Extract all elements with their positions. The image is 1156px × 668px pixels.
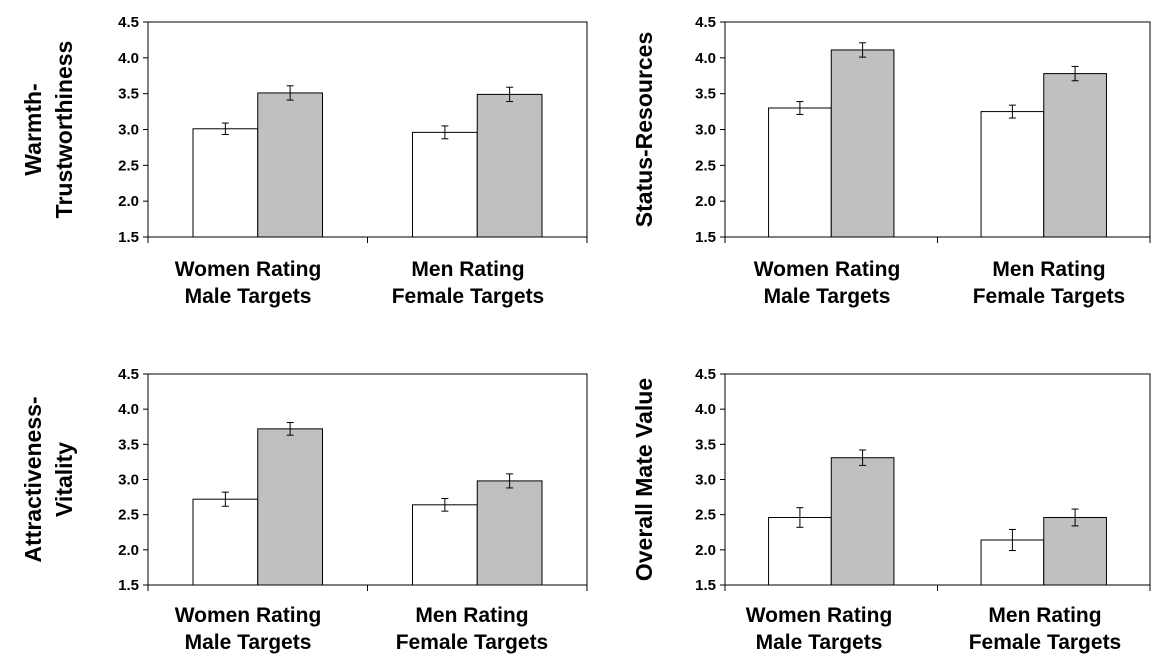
- y-tick-label: 3.0: [118, 472, 139, 489]
- y-tick-label: 2.0: [695, 542, 716, 559]
- y-tick-label: 3.5: [118, 436, 139, 453]
- y-tick-label: 1.5: [695, 577, 716, 594]
- bar: [476, 480, 543, 586]
- bar: [192, 498, 259, 586]
- bar: [411, 504, 478, 586]
- bar: [257, 428, 324, 586]
- bar: [476, 93, 543, 238]
- y-tick-label: 4.0: [118, 50, 139, 67]
- y-tick-label: 1.5: [118, 577, 139, 594]
- x-category-label: Women Rating Male Targets: [175, 258, 322, 308]
- bar: [830, 49, 895, 238]
- bar: [768, 107, 832, 238]
- y-axis-label: Trustworthiness: [51, 41, 77, 219]
- y-tick-label: 3.0: [695, 472, 716, 489]
- warmth-trustworthiness-chart: 4.5 4.0 3.5 3.0 2.5 2.0 1.5 Women Rating Male Ta…: [20, 14, 588, 308]
- y-tick-label: 3.5: [118, 86, 139, 103]
- bar: [768, 516, 832, 586]
- x-category-label: Men Rating Female Targets: [969, 604, 1122, 654]
- y-axis-label: Attractiveness-: [20, 396, 46, 562]
- y-tick-label: 4.0: [695, 401, 716, 418]
- overall-mate-value-chart: 4.5 4.0 3.5 3.0 2.5 2.0 1.5 Women Rating Male Ta…: [631, 366, 1151, 654]
- y-tick-label: 4.5: [118, 14, 139, 31]
- x-category-label: Women Rating Male Targets: [175, 604, 322, 654]
- bar: [1043, 73, 1107, 238]
- y-tick-label: 3.5: [695, 86, 716, 103]
- y-tick-label: 4.0: [695, 50, 716, 67]
- y-tick-label: 3.5: [695, 436, 716, 453]
- x-category-label: Women Rating Male Targets: [754, 258, 901, 308]
- y-tick-label: 2.5: [695, 507, 716, 524]
- x-category-label: Men Rating Female Targets: [973, 258, 1126, 308]
- bar: [257, 92, 324, 238]
- attractiveness-vitality-chart: 4.5 4.0 3.5 3.0 2.5 2.0 1.5 Women Rating Male Ta…: [20, 366, 588, 654]
- y-tick-label: 4.0: [118, 401, 139, 418]
- x-category-label: Men Rating Female Targets: [396, 604, 549, 654]
- y-tick-label: 3.0: [118, 122, 139, 139]
- x-category-label: Women Rating Male Targets: [746, 604, 893, 654]
- y-tick-label: 1.5: [695, 229, 716, 246]
- y-tick-label: 2.5: [695, 157, 716, 174]
- y-axis-label: Vitality: [51, 442, 77, 517]
- y-axis-label: Overall Mate Value: [631, 378, 657, 581]
- x-category-label: Men Rating Female Targets: [392, 258, 545, 308]
- y-tick-label: 2.0: [118, 193, 139, 210]
- y-tick-label: 4.5: [118, 366, 139, 383]
- y-axis-label: Status-Resources: [631, 32, 657, 228]
- bar: [192, 128, 259, 238]
- y-tick-label: 1.5: [118, 229, 139, 246]
- bar: [411, 131, 478, 238]
- status-resources-chart: 4.5 4.0 3.5 3.0 2.5 2.0 1.5 Women Rating Male Ta…: [631, 14, 1151, 308]
- bar: [980, 111, 1045, 238]
- y-tick-label: 2.0: [118, 542, 139, 559]
- bar: [830, 457, 895, 586]
- y-tick-label: 4.5: [695, 366, 716, 383]
- y-tick-label: 2.5: [118, 507, 139, 524]
- y-tick-label: 4.5: [695, 14, 716, 31]
- bar: [1043, 516, 1107, 586]
- y-axis-label: Warmth-: [20, 83, 46, 175]
- y-tick-label: 3.0: [695, 122, 716, 139]
- y-tick-label: 2.0: [695, 193, 716, 210]
- y-tick-label: 2.5: [118, 157, 139, 174]
